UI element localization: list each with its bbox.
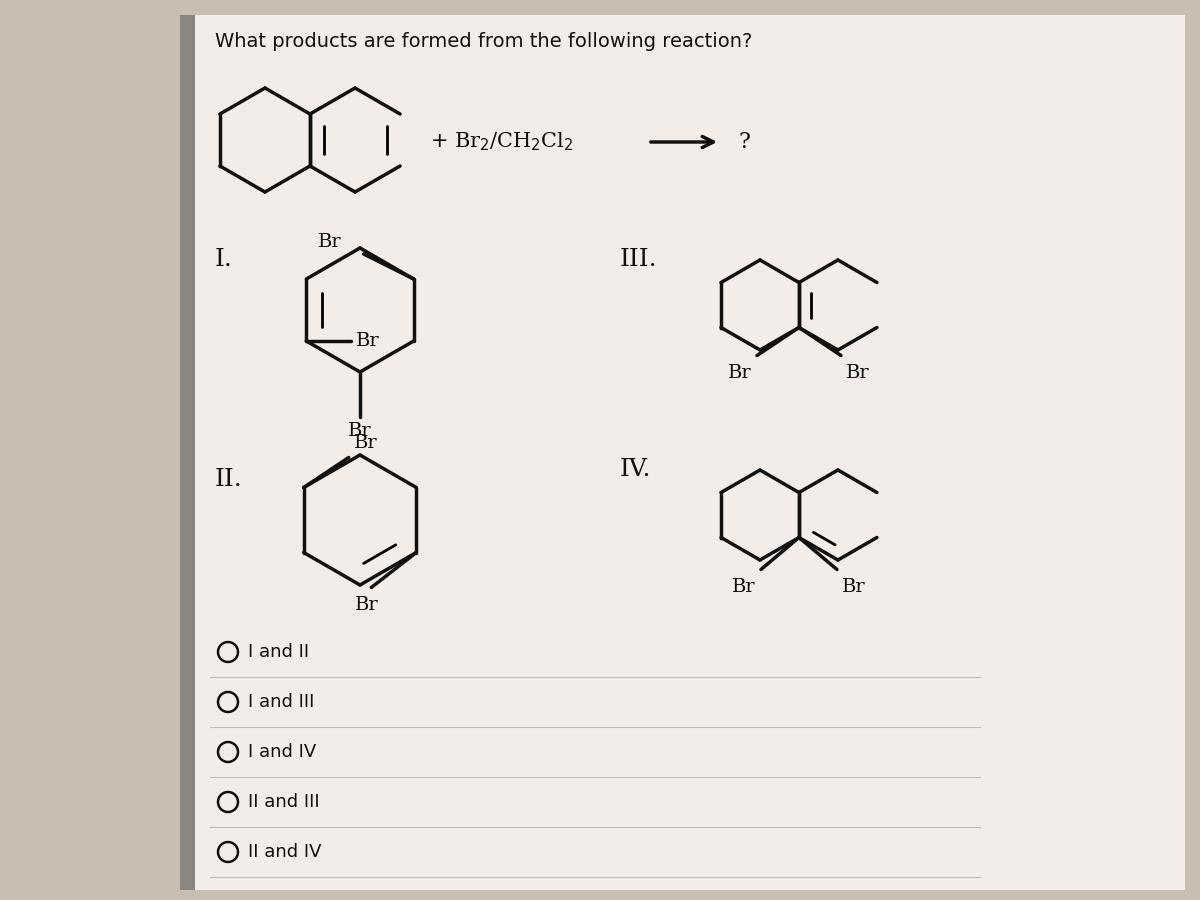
- Text: I and II: I and II: [248, 643, 310, 661]
- Text: II and IV: II and IV: [248, 843, 322, 861]
- Text: II.: II.: [215, 469, 242, 491]
- Text: Br: Br: [356, 332, 380, 350]
- Text: I.: I.: [215, 248, 233, 272]
- Text: Br: Br: [354, 435, 377, 453]
- Text: IV.: IV.: [620, 458, 652, 482]
- Text: Br: Br: [728, 364, 752, 382]
- Text: Br: Br: [732, 578, 756, 596]
- Text: ?: ?: [738, 131, 750, 153]
- Text: I and IV: I and IV: [248, 743, 317, 761]
- Text: Br: Br: [348, 422, 372, 440]
- FancyBboxPatch shape: [180, 15, 194, 890]
- Text: $+$ Br$_2$/CH$_2$Cl$_2$: $+$ Br$_2$/CH$_2$Cl$_2$: [430, 130, 574, 153]
- Text: Br: Br: [842, 578, 865, 596]
- Text: III.: III.: [620, 248, 658, 272]
- Text: Br: Br: [354, 596, 378, 614]
- FancyBboxPatch shape: [194, 15, 1186, 890]
- Text: I and III: I and III: [248, 693, 314, 711]
- Text: Br: Br: [846, 364, 870, 382]
- Text: Br: Br: [318, 233, 342, 251]
- Text: What products are formed from the following reaction?: What products are formed from the follow…: [215, 32, 752, 51]
- Text: II and III: II and III: [248, 793, 319, 811]
